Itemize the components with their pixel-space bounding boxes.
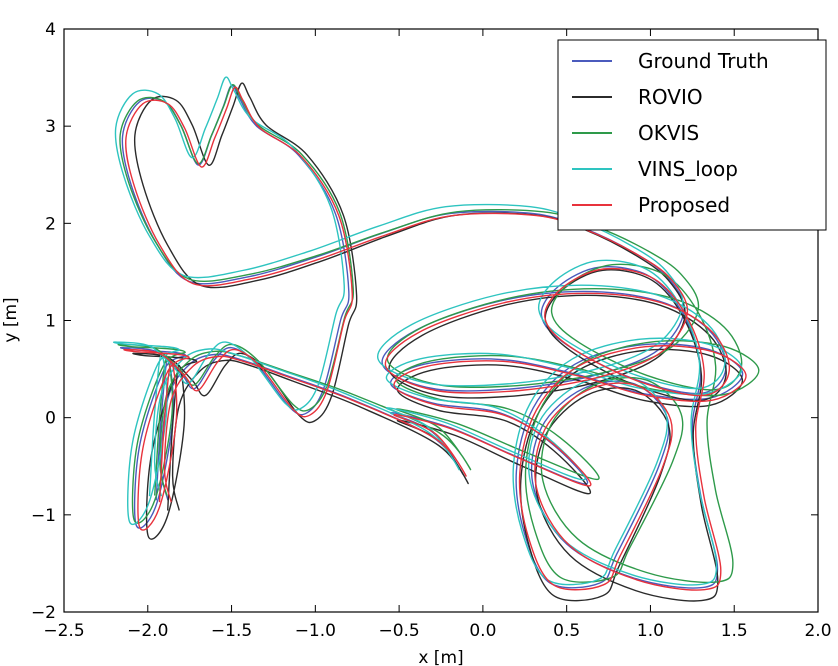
x-tick-label: −2.5 xyxy=(43,621,84,641)
y-tick-label: 4 xyxy=(45,20,56,40)
x-axis-label: x [m] xyxy=(418,648,463,666)
x-tick-label: 2.0 xyxy=(804,621,831,641)
y-axis-ticks: −2 −1 0 1 2 3 4 xyxy=(31,20,818,623)
legend-label: ROVIO xyxy=(638,85,703,109)
legend-label: Proposed xyxy=(638,193,730,217)
y-tick-label: −2 xyxy=(31,603,56,623)
y-tick-label: 1 xyxy=(45,312,56,332)
y-tick-label: −1 xyxy=(31,506,56,526)
legend-label: OKVIS xyxy=(638,121,699,145)
series-lines xyxy=(113,76,760,602)
series-line xyxy=(123,86,747,591)
legend-label: Ground Truth xyxy=(638,49,769,73)
legend-box xyxy=(557,39,827,231)
x-tick-label: 1.5 xyxy=(721,621,748,641)
y-tick-label: 3 xyxy=(45,117,56,137)
x-axis-ticks: −2.5 −2.0 −1.5 −1.0 −0.5 0.0 0.5 1.0 1.5 2.0 xyxy=(43,29,832,641)
legend: Ground Truth ROVIO OKVIS VINS_loop Proposed xyxy=(557,39,827,231)
x-tick-label: 1.0 xyxy=(637,621,664,641)
y-axis-label: y [m] xyxy=(1,297,21,342)
x-tick-label: −1.0 xyxy=(295,621,336,641)
x-tick-label: −1.5 xyxy=(211,621,252,641)
y-tick-label: 2 xyxy=(45,214,56,234)
x-tick-label: 0.0 xyxy=(469,621,496,641)
x-tick-label: −0.5 xyxy=(378,621,419,641)
legend-label: VINS_loop xyxy=(638,157,738,181)
series-line xyxy=(117,84,760,584)
x-tick-label: 0.5 xyxy=(553,621,580,641)
x-tick-label: −2.0 xyxy=(127,621,168,641)
y-tick-label: 0 xyxy=(45,409,56,429)
